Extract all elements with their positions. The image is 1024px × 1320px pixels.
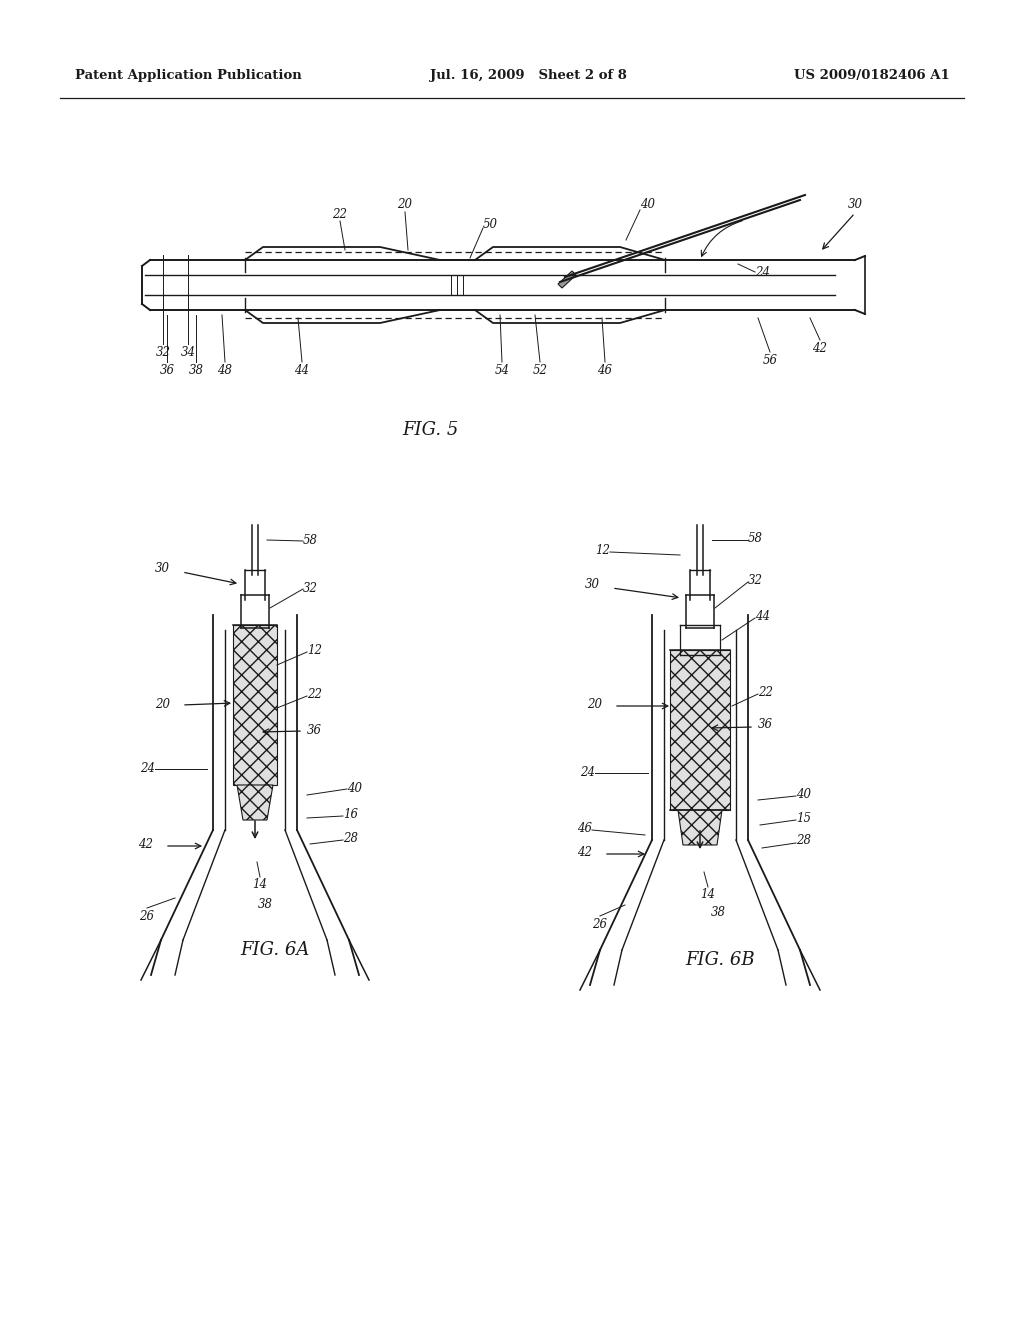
Text: 32: 32 [748,573,763,586]
Text: 40: 40 [796,788,811,801]
Text: 28: 28 [796,833,811,846]
Polygon shape [678,810,722,845]
Text: 20: 20 [397,198,413,211]
Text: 32: 32 [156,346,171,359]
Text: FIG. 6A: FIG. 6A [241,941,309,960]
Text: 26: 26 [593,917,607,931]
Text: 32: 32 [303,582,318,594]
Text: 54: 54 [495,363,510,376]
Text: 16: 16 [343,808,358,821]
Text: 28: 28 [343,832,358,845]
Text: 44: 44 [295,363,309,376]
Text: 26: 26 [139,909,155,923]
Text: 46: 46 [577,821,592,834]
Text: 30: 30 [585,578,600,591]
Text: 30: 30 [848,198,863,211]
Text: 14: 14 [253,878,267,891]
Text: 22: 22 [758,685,773,698]
Text: 38: 38 [711,906,725,919]
Text: US 2009/0182406 A1: US 2009/0182406 A1 [795,69,950,82]
Text: 42: 42 [812,342,827,355]
Text: 38: 38 [188,363,204,376]
Text: 42: 42 [577,846,592,858]
Text: 58: 58 [303,533,318,546]
Text: 38: 38 [257,898,272,911]
Text: 24: 24 [755,265,770,279]
Text: 24: 24 [580,766,595,779]
Polygon shape [670,649,730,810]
Text: 20: 20 [587,698,602,711]
Text: 24: 24 [140,762,155,775]
Text: 20: 20 [155,698,170,711]
Text: FIG. 5: FIG. 5 [401,421,458,440]
Text: 36: 36 [160,363,174,376]
Text: 14: 14 [700,888,716,902]
Text: 40: 40 [347,781,362,795]
Text: Patent Application Publication: Patent Application Publication [75,69,302,82]
Text: FIG. 6B: FIG. 6B [685,950,755,969]
Text: 30: 30 [155,561,170,574]
Text: 40: 40 [640,198,655,211]
Text: 22: 22 [307,689,322,701]
Polygon shape [558,271,575,288]
Text: 48: 48 [217,363,232,376]
Text: 36: 36 [307,723,322,737]
Text: 22: 22 [333,209,347,222]
Text: 46: 46 [597,363,612,376]
Text: 12: 12 [595,544,610,557]
Text: Jul. 16, 2009   Sheet 2 of 8: Jul. 16, 2009 Sheet 2 of 8 [430,69,627,82]
Text: 15: 15 [796,812,811,825]
Polygon shape [233,624,278,785]
Polygon shape [237,785,273,820]
Text: 34: 34 [180,346,196,359]
Text: 52: 52 [532,363,548,376]
Text: 50: 50 [483,219,498,231]
Text: 58: 58 [748,532,763,544]
Text: 56: 56 [763,354,777,367]
Text: 42: 42 [138,838,153,851]
Text: 12: 12 [307,644,322,656]
Text: 44: 44 [755,610,770,623]
Text: 36: 36 [758,718,773,731]
